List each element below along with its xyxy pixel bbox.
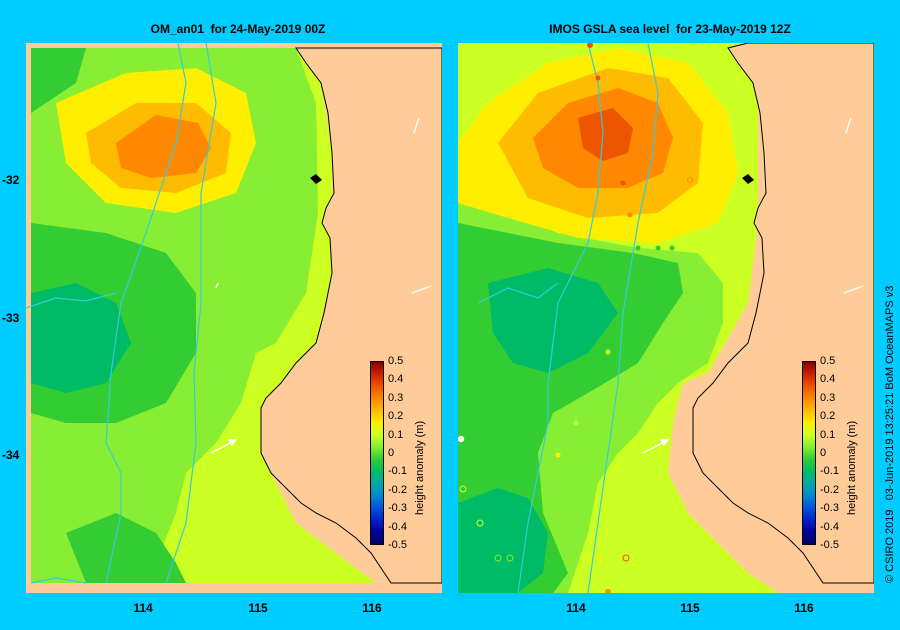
right-colorbar	[802, 361, 816, 545]
right-colorbar-label: height anomaly (m)	[846, 420, 858, 515]
fill-teal-region	[488, 268, 618, 373]
x-tick-label: 116	[362, 601, 382, 615]
colorbar-tick-label: 0.3	[820, 391, 836, 404]
fill-dark-green-region-south	[66, 513, 186, 583]
left-current-arrows	[210, 117, 432, 454]
left-bathymetry-contours	[26, 43, 217, 584]
right-contour-map	[458, 43, 874, 593]
colorbar-tick-label: 0.3	[388, 391, 404, 404]
right-observation-markers	[459, 43, 693, 593]
x-tick-label: 115	[248, 601, 268, 615]
fill-teal-region-south	[458, 488, 548, 593]
colorbar-tick-label: -0.4	[388, 520, 407, 533]
colorbar-tick-label: 0.2	[388, 410, 404, 423]
colorbar-tick-label: -0.1	[388, 465, 407, 478]
colorbar-tick-label: -0.2	[388, 483, 407, 496]
right-contour-fills	[458, 43, 778, 593]
x-tick-label: 115	[680, 601, 700, 615]
y-tick-label: -33	[2, 311, 20, 325]
colorbar-tick-label: 0.5	[820, 355, 836, 367]
right-bathymetry-contours	[477, 43, 659, 593]
colorbar-tick-label: -0.2	[820, 483, 839, 496]
colorbar-tick-label: -0.1	[820, 465, 839, 478]
colorbar-tick-label: -0.3	[388, 502, 407, 515]
left-coastline	[260, 47, 442, 584]
colorbar-tick-label: 0.2	[820, 410, 836, 423]
left-panel-title: OM_an01 for 24-May-2019 00Z	[150, 22, 326, 36]
x-tick-label: 114	[566, 601, 586, 615]
fill-dark-orange-region	[578, 108, 633, 161]
left-colorbar-ticks: 0.5 0.4 0.3 0.2 0.1 0 -0.1 -0.2 -0.3 -0.4 -0.5	[388, 355, 418, 551]
left-contour-map	[26, 43, 442, 584]
y-tick-label: -32	[2, 173, 20, 187]
left-colorbar-label: height anomaly (m)	[414, 420, 426, 515]
left-contour-fills	[31, 48, 376, 583]
colorbar-tick-label: 0.5	[388, 355, 404, 367]
colorbar-tick-label: 0.1	[820, 428, 836, 441]
right-map-panel	[458, 43, 874, 593]
credit-text: © CSIRO 2019 03-Jun-2019 13:25:21 BoM Oc…	[884, 285, 896, 583]
colorbar-tick-label: 0	[388, 447, 395, 459]
right-colorbar-ticks: 0.5 0.4 0.3 0.2 0.1 0 -0.1 -0.2 -0.3 -0.4 -0.5	[820, 355, 850, 551]
colorbar-tick-label: -0.5	[820, 539, 839, 551]
left-colorbar	[370, 361, 384, 545]
colorbar-tick-label: -0.3	[820, 502, 839, 515]
left-map-panel	[26, 43, 442, 593]
fill-orange-region	[116, 115, 211, 178]
y-tick-label: -34	[2, 448, 20, 462]
right-panel-title: IMOS GSLA sea level for 23-May-2019 12Z	[549, 22, 791, 36]
right-coastline	[692, 43, 874, 584]
fill-top-left-green	[31, 48, 86, 113]
x-tick-label: 116	[794, 601, 814, 615]
colorbar-tick-label: -0.5	[388, 539, 407, 551]
colorbar-tick-label: 0.4	[388, 373, 404, 386]
colorbar-tick-label: 0	[820, 447, 827, 459]
colorbar-tick-label: -0.4	[820, 520, 839, 533]
x-tick-label: 114	[133, 601, 153, 615]
colorbar-tick-label: 0.4	[820, 373, 836, 386]
right-current-arrows	[458, 117, 864, 454]
fill-teal-region	[31, 283, 131, 393]
colorbar-tick-label: 0.1	[388, 428, 404, 441]
